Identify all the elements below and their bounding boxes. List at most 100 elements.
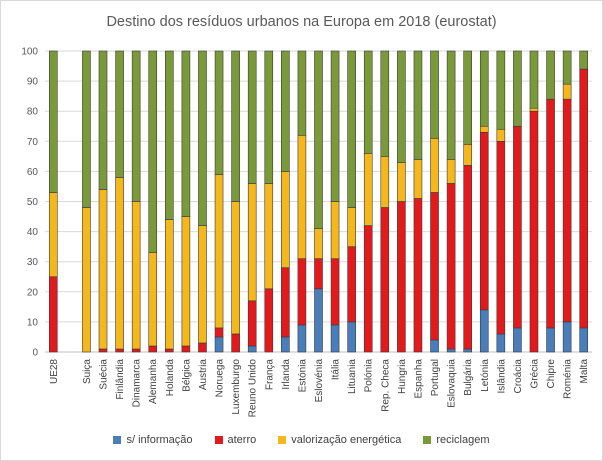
x-tick-label: Suiça [82, 359, 93, 384]
bar-segment [479, 131, 489, 311]
y-tick-label: 50 [27, 197, 39, 208]
legend-entry: s/ informação [113, 434, 193, 446]
bar-segment [115, 50, 124, 178]
bar-segment [413, 198, 423, 353]
legend-swatch [423, 436, 432, 444]
bar-segment [314, 228, 323, 259]
bar-segment [363, 50, 373, 154]
bar-segment [297, 258, 307, 326]
bar-segment [198, 225, 207, 344]
bar-segment [330, 201, 340, 259]
bar-segment [430, 339, 439, 353]
bar-segment [148, 345, 158, 353]
chart-legend: s/ informação aterro valorização energétic… [0, 434, 603, 446]
bar-segment [463, 348, 472, 353]
legend-label: reciclagem [436, 434, 490, 446]
bar-segment [148, 252, 158, 347]
x-tick-label: Hungria [397, 359, 408, 394]
bar-segment [397, 50, 406, 163]
bar-segment [430, 137, 439, 193]
bar-segment [98, 50, 108, 190]
bar-segment [231, 201, 240, 335]
bar-segment [247, 50, 257, 184]
bar-segment [131, 50, 141, 202]
bar-segment [513, 327, 522, 353]
bar-segment [579, 68, 589, 329]
bar-segment [281, 171, 290, 269]
bar-segment [247, 300, 257, 347]
y-tick-label: 30 [27, 257, 39, 268]
bar-segment [463, 165, 472, 350]
bar-segment [264, 183, 274, 290]
bar-segment [529, 110, 539, 353]
bar-segment [165, 50, 174, 220]
bar-segment [281, 267, 290, 338]
legend-swatch [113, 436, 122, 444]
bar-segment [479, 309, 489, 353]
bar-segment [115, 348, 124, 353]
x-tick-label: França [264, 359, 275, 391]
bar-segment [529, 50, 539, 109]
bar-segment [198, 342, 207, 353]
legend-entry: valorização energética [278, 434, 401, 446]
legend-label: valorização energética [291, 434, 402, 446]
x-tick-label: Eslovénia [314, 359, 325, 403]
bar-segment [496, 50, 506, 130]
x-tick-label: Islândia [496, 359, 507, 394]
bar-segment [214, 50, 224, 175]
bar-segment [463, 144, 472, 166]
bar-segment [247, 345, 257, 353]
bar-segment [496, 128, 506, 142]
bar-segment [397, 162, 406, 202]
bar-segment [214, 327, 224, 338]
x-tick-label: Bulgária [463, 359, 474, 396]
bar-segment [562, 321, 572, 353]
bar-segment [347, 246, 356, 323]
x-tick-label: Letónia [480, 359, 491, 392]
bar-segment [48, 192, 58, 278]
bar-segment [430, 50, 439, 139]
y-tick-label: 90 [27, 77, 39, 88]
bar-segment [397, 201, 406, 353]
bar-segment [247, 183, 257, 302]
bar-segment [363, 153, 373, 226]
bar-segment [413, 50, 423, 160]
bar-segment [579, 50, 589, 70]
bar-segment [115, 177, 124, 350]
x-tick-label: Noruega [215, 359, 226, 398]
bar-segment [347, 207, 356, 247]
bar-segment [513, 125, 522, 329]
chart-title: Destino dos resíduos urbanos na Europa e… [106, 14, 497, 30]
x-tick-label: Alemanha [148, 359, 159, 404]
bar-segment [330, 50, 340, 202]
legend-entry: reciclagem [423, 434, 490, 446]
bar-segment [131, 201, 141, 350]
bar-segment [48, 50, 58, 193]
legend-label: s/ informação [126, 434, 193, 446]
x-tick-label: Espanha [413, 359, 424, 399]
x-tick-label: Irlanda [281, 359, 292, 390]
legend-entry: aterro [214, 434, 257, 446]
bar-segment [380, 156, 390, 208]
bar-segment [165, 348, 174, 353]
bar-segment [181, 50, 191, 217]
bar-segment [413, 159, 423, 199]
x-tick-label: Roménia [563, 359, 574, 399]
bar-segment [82, 207, 91, 353]
bar-segment [281, 336, 290, 353]
bar-segment [98, 189, 108, 350]
bar-segment [82, 50, 91, 208]
legend-label: aterro [227, 434, 257, 446]
bar-segment [181, 345, 191, 353]
bar-segment [231, 50, 240, 202]
x-tick-label: Rep. Checa [380, 359, 391, 412]
bar-segment [463, 50, 472, 145]
bar-segment [546, 98, 555, 329]
x-tick-label: Reuno Unido [248, 359, 259, 418]
x-tick-label: Estónia [297, 359, 308, 393]
x-tick-label: Dinamarca [132, 359, 143, 408]
bar-segment [496, 333, 506, 353]
x-tick-label: Eslovaquia [447, 359, 458, 408]
bar-segment [297, 50, 307, 136]
bar-segment [264, 288, 274, 353]
